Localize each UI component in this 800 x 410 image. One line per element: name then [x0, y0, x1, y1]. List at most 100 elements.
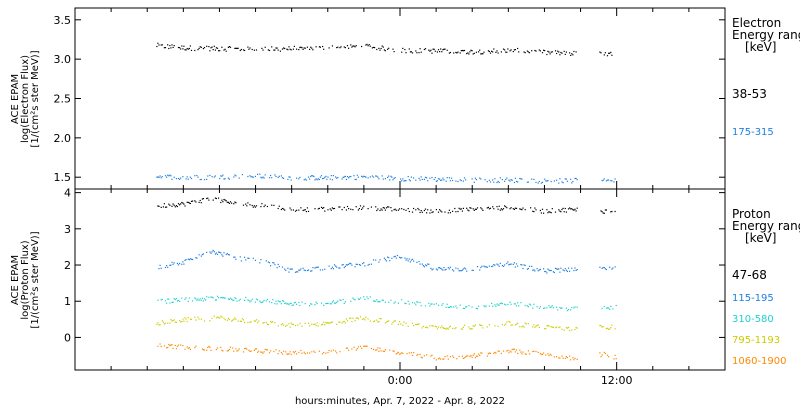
proton-series-3-point: [170, 319, 172, 321]
proton-series-0-point: [234, 201, 236, 203]
proton-series-4-point: [462, 357, 464, 359]
electron-series-0-point: [401, 51, 403, 53]
proton-series-3-point: [346, 320, 349, 322]
electron-series-1-point: [280, 175, 282, 177]
electron-series-0-point: [328, 47, 330, 49]
electron-series-0-point: [225, 50, 227, 52]
proton-series-0-point: [331, 207, 333, 209]
proton-series-4-point: [406, 353, 408, 355]
proton-series-0-point: [480, 207, 482, 209]
proton-series-1-point: [338, 267, 340, 269]
proton-series-4-point: [263, 351, 265, 353]
proton-series-3-point: [216, 316, 219, 318]
proton-series-2-point: [271, 302, 273, 304]
electron-series-0-point: [599, 51, 601, 53]
proton-series-2-point: [254, 301, 256, 303]
proton-series-1-point: [211, 251, 213, 253]
proton-series-4-point: [236, 350, 238, 352]
proton-series-0-point: [448, 209, 450, 211]
electron-series-0-point: [434, 50, 436, 52]
proton-series-4-point: [221, 349, 223, 351]
proton-series-2-point: [220, 297, 222, 299]
proton-series-1-point: [522, 267, 524, 270]
proton-series-1-point: [479, 269, 481, 271]
proton-data-points: [156, 197, 617, 361]
proton-series-4-point: [471, 356, 473, 358]
proton-series-1-point: [226, 252, 228, 255]
proton-series-0-point: [255, 205, 258, 207]
proton-series-1-point: [294, 271, 297, 273]
proton-series-1-point: [216, 253, 219, 255]
electron-series-0-point: [557, 50, 559, 52]
proton-series-1-point: [472, 269, 474, 271]
proton-series-4-point: [461, 355, 463, 357]
proton-series-2-point: [274, 303, 276, 305]
proton-series-3-point: [355, 317, 357, 319]
proton-series-4-point: [488, 352, 490, 354]
proton-series-3-point: [569, 330, 571, 332]
proton-series-2-point: [214, 299, 216, 301]
proton-series-0-point: [388, 206, 390, 208]
proton-series-4-point: [285, 351, 287, 353]
electron-series-0-point: [402, 47, 404, 49]
electron-series-0-point: [170, 47, 172, 49]
proton-series-1-point: [287, 267, 289, 269]
proton-series-4-point: [339, 351, 341, 353]
proton-series-4-point: [233, 350, 235, 352]
proton-series-0-point: [381, 209, 383, 211]
proton-series-3-point: [372, 321, 375, 323]
proton-series-3-point: [380, 318, 382, 320]
proton-series-0-point: [513, 208, 515, 210]
proton-series-3-point: [181, 320, 183, 323]
electron-series-0-point: [502, 48, 505, 50]
proton-series-3-point: [538, 326, 540, 329]
proton-series-1-point: [379, 259, 381, 261]
electron-series-1-point: [410, 176, 412, 178]
proton-series-2-point: [517, 302, 519, 304]
proton-series-4-point: [515, 349, 518, 351]
proton-series-2-point: [320, 302, 323, 304]
proton-series-4-point: [157, 345, 159, 347]
proton-series-2-point: [552, 307, 554, 309]
electron-series-0-point: [554, 50, 557, 52]
proton-series-4-point: [311, 351, 313, 353]
electron-series-1-point: [419, 179, 421, 181]
electron-series-1-point: [402, 178, 404, 180]
proton-series-0-point: [572, 209, 574, 211]
proton-series-0-point: [348, 208, 350, 210]
proton-series-1-point: [502, 265, 505, 267]
proton-series-3-point: [565, 327, 567, 329]
proton-series-1-point: [316, 266, 318, 268]
proton-series-4-point: [248, 349, 250, 351]
electron-series-1-point: [605, 180, 607, 182]
electron-series-1-point: [566, 180, 568, 182]
electron-series-1-point: [510, 179, 512, 181]
proton-series-3-point: [403, 321, 405, 323]
proton-series-0-point: [278, 205, 280, 207]
electron-series-0-point: [234, 47, 236, 49]
proton-series-1-point: [330, 268, 332, 270]
proton-series-1-point: [465, 268, 467, 270]
proton-series-0-point: [430, 209, 432, 211]
proton-series-4-point: [363, 345, 365, 347]
proton-series-1-point: [375, 259, 377, 261]
proton-series-4-point: [527, 350, 529, 352]
proton-series-2-point: [601, 307, 603, 310]
electron-series-0-point: [550, 51, 552, 53]
electron-series-0-point: [608, 52, 610, 54]
proton-series-4-point: [301, 352, 303, 354]
proton-series-2-point: [184, 298, 186, 300]
proton-series-1-point: [311, 270, 313, 272]
proton-series-1-point: [302, 267, 304, 269]
proton-series-4-point: [481, 352, 483, 354]
proton-series-1-point: [534, 270, 536, 272]
proton-series-2-point: [283, 300, 285, 302]
proton-series-1-point: [247, 257, 249, 259]
electron-series-1-point: [189, 176, 191, 178]
proton-series-1-point: [185, 259, 187, 261]
electron-series-1-point: [177, 177, 180, 180]
electron-series-0-point: [173, 45, 175, 47]
proton-series-0-point: [184, 205, 186, 207]
proton-series-2-point: [478, 305, 480, 307]
proton-series-4-point: [366, 345, 368, 347]
